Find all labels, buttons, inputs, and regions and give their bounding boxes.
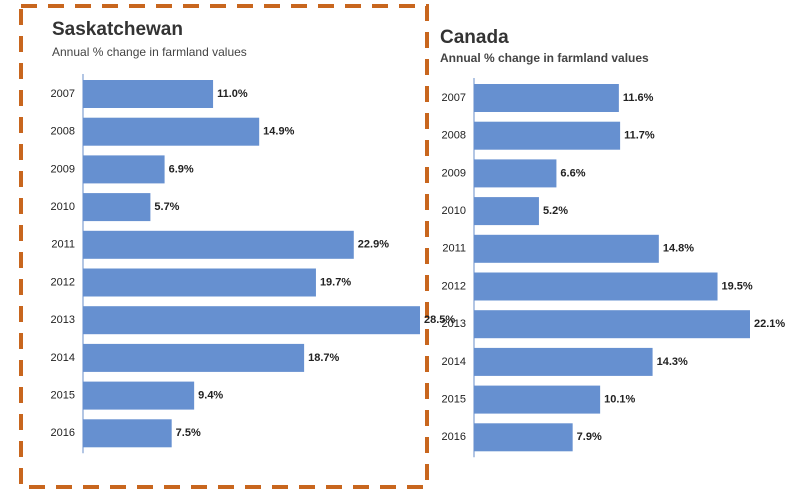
value-label: 5.7% [154, 201, 179, 213]
y-tick-label: 2007 [51, 88, 75, 100]
bar [474, 197, 539, 226]
chart-title: Canada [440, 27, 509, 48]
chart-subtitle: Annual % change in farmland values [440, 51, 649, 65]
value-label: 10.1% [604, 394, 635, 406]
y-tick-label: 2013 [442, 318, 466, 330]
value-label: 18.7% [308, 352, 339, 364]
bar [474, 234, 659, 263]
bar [83, 381, 195, 410]
y-tick-label: 2014 [442, 356, 466, 368]
value-label: 11.0% [217, 88, 248, 100]
bar [83, 419, 172, 448]
y-tick-label: 2013 [51, 314, 75, 326]
y-tick-label: 2016 [51, 427, 75, 439]
bar [474, 84, 619, 112]
bar [83, 155, 165, 184]
y-tick-label: 2011 [51, 239, 75, 251]
value-label: 14.8% [663, 243, 694, 255]
y-tick-label: 2010 [442, 205, 466, 217]
bar [474, 272, 718, 301]
value-label: 22.1% [754, 318, 785, 330]
y-tick-label: 2011 [442, 243, 466, 255]
value-label: 6.9% [169, 163, 194, 175]
value-label: 22.9% [358, 239, 389, 251]
bar [83, 343, 305, 372]
y-tick-label: 2012 [51, 276, 75, 288]
y-tick-label: 2012 [442, 280, 466, 292]
value-label: 19.7% [320, 276, 351, 288]
y-tick-label: 2007 [442, 92, 466, 104]
y-tick-label: 2016 [442, 431, 466, 443]
bar [474, 385, 601, 414]
bar [83, 117, 260, 146]
y-tick-label: 2008 [442, 130, 466, 142]
bar [83, 80, 214, 108]
value-label: 14.9% [263, 126, 294, 138]
bar [83, 230, 354, 259]
value-label: 14.3% [657, 356, 688, 368]
value-label: 28.5% [424, 314, 455, 326]
highlight-box [19, 4, 429, 489]
value-label: 7.5% [176, 427, 201, 439]
chart-title: Saskatchewan [52, 19, 183, 40]
y-tick-label: 2014 [51, 352, 75, 364]
y-tick-label: 2008 [51, 126, 75, 138]
value-label: 11.6% [623, 92, 654, 104]
chart-subtitle: Annual % change in farmland values [52, 45, 247, 59]
bar [474, 423, 573, 452]
bar [474, 159, 557, 188]
bar [474, 310, 750, 339]
y-tick-label: 2010 [51, 201, 75, 213]
y-tick-label: 2015 [51, 390, 75, 402]
value-label: 9.4% [198, 390, 223, 402]
bar [83, 306, 420, 335]
bar [474, 121, 621, 150]
value-label: 6.6% [560, 167, 585, 179]
y-tick-label: 2015 [442, 394, 466, 406]
y-tick-label: 2009 [442, 167, 466, 179]
bar [83, 193, 151, 222]
value-label: 19.5% [722, 280, 753, 292]
bar [474, 347, 653, 376]
y-tick-label: 2009 [51, 163, 75, 175]
bar [83, 268, 316, 297]
value-label: 7.9% [577, 431, 602, 443]
value-label: 5.2% [543, 205, 568, 217]
value-label: 11.7% [624, 130, 655, 142]
